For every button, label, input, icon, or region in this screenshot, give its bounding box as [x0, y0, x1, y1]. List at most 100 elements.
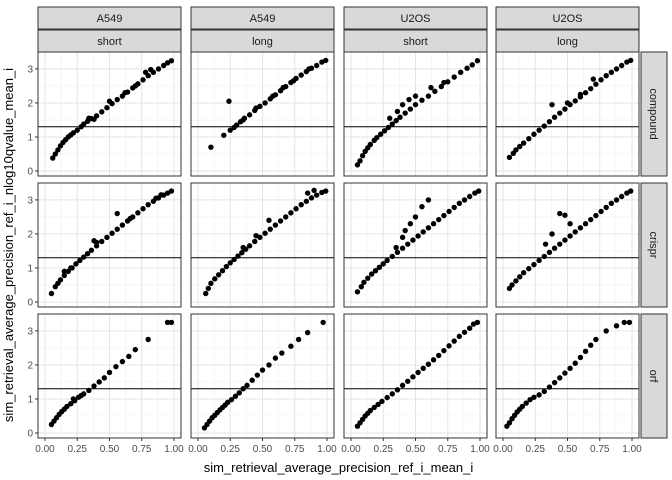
panel-points [354, 319, 481, 429]
data-point [425, 93, 432, 99]
data-point [81, 121, 87, 127]
data-point [208, 280, 214, 286]
data-point [425, 361, 432, 367]
x-tick-label: 0.25 [526, 444, 546, 455]
panel-border [37, 182, 182, 308]
data-point [99, 238, 105, 245]
data-point [410, 374, 416, 380]
data-point [104, 234, 110, 241]
data-point [441, 212, 447, 219]
data-point [582, 348, 589, 355]
data-point [168, 188, 175, 194]
data-point [618, 62, 625, 69]
panel-points [354, 188, 482, 295]
data-point [320, 319, 326, 326]
facet-strip-row-label: compound [647, 88, 659, 139]
x-axis-title: sim_retrieval_average_precision_ref_i_me… [204, 460, 474, 475]
data-point [546, 118, 553, 125]
data-point [551, 114, 558, 120]
data-point [541, 253, 547, 260]
data-point [303, 198, 310, 204]
data-point [239, 249, 245, 256]
data-point [520, 270, 527, 276]
data-point [359, 152, 366, 159]
data-point [253, 105, 259, 111]
panel-border [37, 51, 182, 177]
data-point [74, 127, 80, 133]
x-tick-label: 0.00 [493, 444, 513, 455]
y-tick-label: 0 [27, 429, 33, 440]
data-point [420, 229, 426, 235]
data-point [298, 201, 304, 208]
facet-strip-cell-line [495, 6, 640, 30]
data-point [371, 404, 377, 411]
panel-border [343, 182, 488, 308]
facet-strip-row [640, 313, 668, 439]
facet-strip-time-label: short [97, 36, 121, 48]
data-point [203, 290, 209, 297]
data-point [456, 200, 463, 207]
data-point [50, 155, 56, 161]
data-point [551, 245, 558, 251]
data-point [415, 369, 421, 376]
data-point [234, 122, 240, 128]
data-point [235, 253, 241, 259]
data-point [572, 98, 578, 104]
data-point [526, 135, 532, 142]
data-point [572, 229, 578, 235]
data-point [135, 210, 141, 216]
facet-strip-time-label: long [557, 36, 578, 48]
data-point [114, 210, 120, 217]
data-point [399, 245, 406, 251]
panel [496, 52, 639, 176]
data-point [246, 243, 253, 249]
data-point [119, 222, 126, 228]
data-point [86, 115, 92, 121]
data-point [61, 268, 68, 275]
data-point [564, 100, 571, 106]
facet-strip-cell-line [343, 6, 488, 30]
facet-strip-row-label: crispr [647, 232, 659, 259]
data-point [608, 200, 615, 207]
panel-points [208, 57, 329, 150]
data-point [266, 362, 272, 368]
data-point [155, 66, 162, 72]
y-tick-label: 0 [27, 167, 33, 178]
data-point [254, 372, 261, 378]
data-point [397, 114, 403, 120]
data-point [430, 221, 437, 227]
data-point [412, 93, 419, 99]
data-point [436, 216, 442, 223]
facet-strip-cell-line-label: U2OS [401, 13, 431, 25]
data-point [236, 390, 242, 396]
data-point [81, 254, 87, 260]
data-point [513, 278, 519, 284]
x-tick-label: 0.50 [100, 444, 120, 455]
data-point [127, 215, 133, 222]
data-point [114, 96, 120, 103]
panel-border [495, 182, 640, 308]
data-point [593, 81, 599, 87]
x-tick-label: 0.00 [341, 444, 361, 455]
data-point [132, 83, 138, 89]
x-tick-label: 0.00 [35, 444, 55, 455]
panel-border [495, 51, 640, 177]
data-point [132, 346, 138, 353]
data-point [557, 241, 563, 247]
data-point [603, 73, 609, 79]
x-tick-label: 0.75 [590, 444, 610, 455]
panel-border [190, 182, 335, 308]
data-point [451, 74, 457, 80]
facet-strip-cell-line-label: A549 [97, 13, 123, 25]
data-point [572, 360, 578, 366]
data-point [168, 319, 175, 326]
panel [344, 52, 487, 176]
data-point [562, 237, 568, 243]
data-point [389, 391, 395, 397]
data-point [469, 62, 475, 68]
data-point [549, 101, 555, 108]
data-point [399, 234, 406, 241]
data-point [419, 97, 425, 103]
data-point [394, 249, 401, 256]
data-point [96, 379, 102, 385]
